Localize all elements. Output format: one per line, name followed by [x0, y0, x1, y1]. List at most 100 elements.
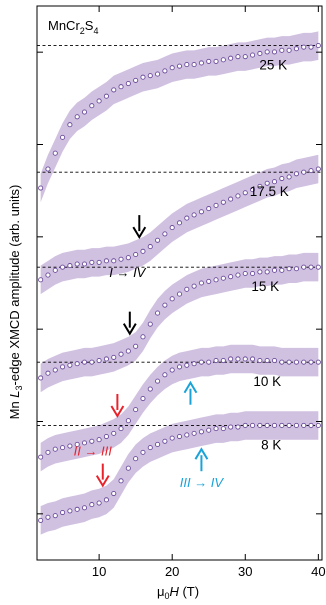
data-point — [315, 422, 321, 429]
data-point — [250, 52, 256, 58]
data-point — [103, 433, 109, 440]
data-point — [169, 367, 175, 373]
data-point — [228, 196, 234, 202]
data-point — [81, 109, 88, 115]
data-points — [38, 43, 321, 523]
arrow-1 — [122, 311, 137, 336]
arrow-head — [132, 226, 147, 240]
data-point — [315, 264, 321, 270]
data-point — [293, 46, 299, 52]
data-point — [89, 259, 95, 265]
data-point — [155, 310, 161, 316]
data-point — [206, 427, 212, 433]
data-point — [89, 438, 95, 444]
data-point — [103, 258, 109, 264]
data-point — [213, 58, 219, 64]
data-point — [125, 465, 131, 471]
data-point — [133, 343, 139, 349]
data-point — [45, 370, 51, 376]
data-point — [206, 58, 212, 64]
arrow-head — [110, 405, 125, 418]
data-point — [286, 174, 292, 180]
arrow-head — [194, 447, 209, 460]
data-point — [228, 55, 234, 61]
arrow-3 — [183, 380, 198, 405]
data-point — [162, 231, 168, 237]
data-point — [301, 422, 307, 429]
data-point — [133, 251, 139, 258]
data-point — [228, 274, 234, 280]
data-point — [52, 446, 58, 452]
data-point — [293, 359, 299, 365]
data-point — [198, 209, 204, 215]
data-point — [89, 359, 95, 365]
data-point — [301, 359, 307, 365]
data-point — [96, 500, 102, 506]
data-point — [67, 508, 73, 514]
data-point — [67, 122, 73, 128]
data-point — [111, 87, 117, 93]
data-point — [279, 175, 285, 182]
data-point — [38, 517, 44, 523]
band-2 — [40, 252, 319, 393]
data-point — [169, 225, 175, 231]
x-tick-label: 40 — [311, 564, 325, 579]
data-point — [220, 57, 226, 63]
data-point — [220, 426, 226, 432]
data-point — [125, 81, 131, 87]
data-point — [220, 199, 226, 205]
data-point — [147, 386, 153, 392]
arrow-label: II → III — [74, 444, 113, 459]
data-point — [315, 43, 321, 49]
data-point — [45, 166, 51, 172]
data-point — [60, 509, 66, 516]
data-point — [60, 445, 66, 451]
data-point — [293, 266, 299, 272]
data-point — [162, 302, 168, 308]
data-point — [250, 422, 256, 429]
x-tick-label: 10 — [92, 564, 106, 579]
data-point — [45, 514, 51, 520]
data-point — [293, 171, 299, 177]
data-point — [140, 449, 146, 455]
data-point — [111, 430, 117, 436]
data-point — [264, 180, 270, 186]
data-point — [220, 275, 226, 281]
curve-label-1: 17.5 K — [250, 184, 289, 199]
data-point — [279, 359, 285, 365]
data-point — [155, 237, 161, 243]
data-point — [81, 261, 88, 267]
data-point — [133, 456, 139, 462]
data-point — [213, 202, 219, 208]
data-point — [286, 422, 292, 429]
data-point — [103, 93, 109, 99]
data-point — [38, 375, 44, 381]
arrow-head — [95, 475, 110, 488]
data-point — [169, 65, 175, 71]
transition-arrows: I → IV II → III III → IV — [74, 215, 224, 490]
data-point — [206, 278, 212, 284]
data-point — [264, 49, 270, 55]
data-point — [213, 277, 219, 283]
data-point — [118, 256, 124, 262]
data-point — [133, 77, 139, 83]
x-axis-title: μ0H (T) — [157, 584, 199, 601]
data-point — [271, 49, 278, 55]
data-point — [286, 47, 292, 53]
data-point — [191, 62, 197, 68]
arrow-5: III → IV — [180, 447, 224, 490]
curve-label-0: 25 K — [259, 58, 287, 73]
data-point — [60, 264, 66, 270]
data-point — [176, 220, 183, 226]
data-point — [111, 354, 117, 360]
data-point — [38, 185, 44, 191]
data-point — [235, 356, 241, 362]
data-point — [111, 258, 117, 264]
data-point — [52, 267, 58, 273]
arrow-0: I → IV — [109, 215, 147, 280]
data-point — [235, 54, 241, 60]
data-point — [155, 378, 161, 384]
data-point — [52, 367, 58, 373]
data-point — [111, 490, 117, 497]
